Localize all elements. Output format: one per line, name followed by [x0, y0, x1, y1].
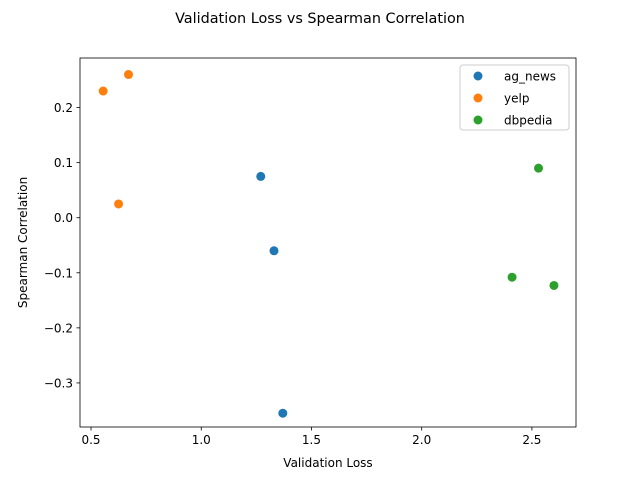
- legend-marker-ag_news: [473, 71, 483, 81]
- legend-label-dbpedia: dbpedia: [504, 114, 553, 128]
- legend-label-yelp: yelp: [504, 92, 529, 106]
- x-tick-label: 2.0: [412, 433, 431, 447]
- y-tick-label: 0.1: [54, 156, 73, 170]
- scatter-point-ag_news: [269, 246, 279, 256]
- y-tick-label: −0.3: [44, 376, 73, 390]
- scatter-point-dbpedia: [549, 280, 559, 290]
- scatter-point-yelp: [98, 86, 108, 96]
- y-tick-label: 0.2: [54, 101, 73, 115]
- y-tick-label: −0.2: [44, 321, 73, 335]
- scatter-point-ag_news: [278, 408, 288, 418]
- x-tick-label: 1.0: [192, 433, 211, 447]
- scatter-point-dbpedia: [507, 272, 517, 282]
- legend-label-ag_news: ag_news: [504, 70, 556, 84]
- scatter-point-dbpedia: [534, 163, 544, 173]
- scatter-point-yelp: [114, 199, 124, 209]
- chart-title: Validation Loss vs Spearman Correlation: [175, 11, 465, 27]
- x-tick-label: 2.5: [522, 433, 541, 447]
- x-tick-label: 1.5: [302, 433, 321, 447]
- scatter-point-ag_news: [256, 171, 266, 181]
- y-axis: 0.2 0.1 0.0 −0.1 −0.2 −0.3: [44, 101, 80, 390]
- x-tick-label: 0.5: [81, 433, 100, 447]
- legend-box: [459, 64, 570, 131]
- y-tick-label: −0.1: [44, 266, 73, 280]
- y-axis-label: Spearman Correlation: [16, 177, 30, 308]
- x-axis: 0.5 1.0 1.5 2.0 2.5: [81, 427, 541, 447]
- scatter-point-yelp: [123, 70, 133, 80]
- x-axis-label: Validation Loss: [283, 456, 372, 470]
- legend-marker-yelp: [473, 93, 483, 103]
- legend-marker-dbpedia: [473, 115, 483, 125]
- y-tick-label: 0.0: [54, 211, 73, 225]
- data-points: [98, 70, 559, 418]
- plot-area: [79, 57, 577, 428]
